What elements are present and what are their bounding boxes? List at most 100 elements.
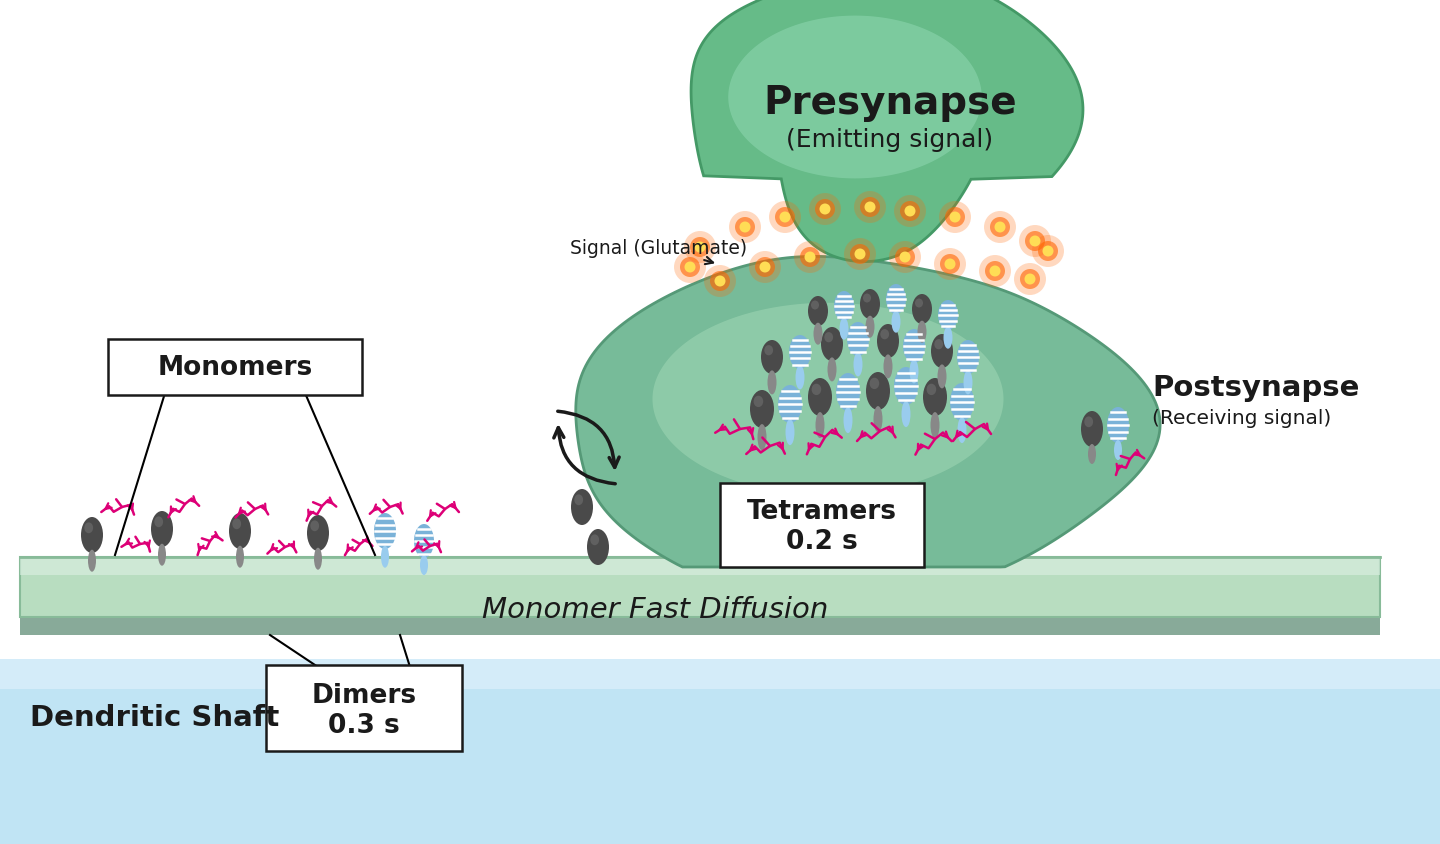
Ellipse shape [382, 546, 389, 568]
Ellipse shape [815, 200, 835, 219]
Ellipse shape [877, 325, 899, 359]
Ellipse shape [808, 379, 832, 416]
Ellipse shape [740, 222, 750, 233]
Ellipse shape [154, 517, 163, 528]
Ellipse shape [828, 358, 837, 382]
Ellipse shape [819, 204, 831, 215]
Ellipse shape [307, 516, 328, 551]
Ellipse shape [572, 490, 593, 525]
Ellipse shape [768, 371, 776, 395]
Ellipse shape [750, 391, 775, 429]
Ellipse shape [1020, 270, 1040, 289]
Ellipse shape [935, 339, 943, 350]
Ellipse shape [844, 408, 852, 434]
Ellipse shape [229, 513, 251, 549]
Ellipse shape [950, 383, 973, 421]
Ellipse shape [1107, 408, 1129, 443]
Polygon shape [729, 17, 982, 179]
Ellipse shape [958, 418, 966, 444]
Ellipse shape [984, 212, 1017, 244]
Text: Monomer Fast Diffusion: Monomer Fast Diffusion [482, 595, 828, 623]
Ellipse shape [963, 371, 972, 395]
Polygon shape [576, 257, 1161, 567]
Ellipse shape [415, 524, 433, 559]
Ellipse shape [939, 202, 971, 234]
Text: Monomers: Monomers [157, 354, 312, 381]
Ellipse shape [1081, 412, 1103, 447]
Ellipse shape [958, 341, 979, 375]
Ellipse shape [1038, 241, 1058, 262]
Ellipse shape [850, 245, 870, 265]
Ellipse shape [837, 374, 860, 412]
Text: (Emitting signal): (Emitting signal) [786, 127, 994, 152]
Ellipse shape [888, 241, 922, 273]
Ellipse shape [891, 311, 900, 333]
Ellipse shape [753, 396, 763, 408]
Ellipse shape [814, 323, 822, 345]
Ellipse shape [680, 257, 700, 278]
FancyBboxPatch shape [266, 665, 462, 751]
Ellipse shape [821, 327, 842, 361]
Text: 0.3 s: 0.3 s [328, 712, 400, 738]
Text: Signal (Glutamate): Signal (Glutamate) [570, 238, 747, 265]
Text: Dendritic Shaft: Dendritic Shaft [30, 703, 279, 731]
Ellipse shape [917, 322, 926, 344]
Ellipse shape [811, 301, 819, 310]
Ellipse shape [314, 548, 323, 570]
Ellipse shape [801, 247, 819, 268]
Ellipse shape [734, 218, 755, 238]
Ellipse shape [236, 546, 243, 568]
Ellipse shape [896, 247, 914, 268]
Text: Postsynapse: Postsynapse [1152, 374, 1359, 402]
Ellipse shape [989, 266, 1001, 277]
Ellipse shape [714, 276, 726, 287]
Ellipse shape [991, 218, 1009, 238]
Ellipse shape [937, 365, 946, 389]
Text: (Receiving signal): (Receiving signal) [1152, 408, 1331, 427]
Ellipse shape [926, 384, 936, 396]
Ellipse shape [945, 208, 965, 228]
Ellipse shape [812, 384, 821, 396]
Ellipse shape [870, 378, 880, 390]
Ellipse shape [232, 519, 240, 529]
Ellipse shape [1024, 274, 1035, 285]
Ellipse shape [690, 238, 710, 257]
Ellipse shape [1032, 235, 1064, 268]
Ellipse shape [860, 289, 880, 320]
Ellipse shape [760, 341, 783, 375]
Ellipse shape [1014, 263, 1045, 295]
Ellipse shape [590, 535, 599, 545]
Ellipse shape [865, 316, 874, 338]
Ellipse shape [815, 413, 825, 439]
Ellipse shape [151, 511, 173, 548]
Ellipse shape [840, 318, 848, 340]
Ellipse shape [779, 212, 791, 223]
Ellipse shape [894, 368, 919, 405]
Ellipse shape [588, 529, 609, 565]
Ellipse shape [864, 203, 876, 214]
Ellipse shape [704, 266, 736, 298]
Ellipse shape [88, 550, 96, 572]
Ellipse shape [914, 299, 923, 308]
Polygon shape [652, 303, 1004, 495]
Ellipse shape [785, 419, 795, 446]
Ellipse shape [979, 256, 1011, 288]
Ellipse shape [374, 513, 396, 549]
Ellipse shape [903, 330, 924, 364]
Ellipse shape [710, 272, 730, 292]
Ellipse shape [894, 196, 926, 228]
Ellipse shape [793, 241, 827, 273]
Ellipse shape [755, 257, 775, 278]
Ellipse shape [874, 407, 883, 433]
Ellipse shape [854, 249, 865, 260]
Ellipse shape [901, 402, 910, 428]
Text: Dimers: Dimers [311, 682, 416, 708]
Bar [0, 659, 1440, 690]
Ellipse shape [729, 212, 760, 244]
Text: Tetramers: Tetramers [747, 499, 897, 524]
Ellipse shape [757, 425, 766, 451]
Ellipse shape [912, 295, 932, 325]
Ellipse shape [759, 262, 770, 273]
Ellipse shape [765, 346, 773, 356]
Ellipse shape [674, 252, 706, 284]
